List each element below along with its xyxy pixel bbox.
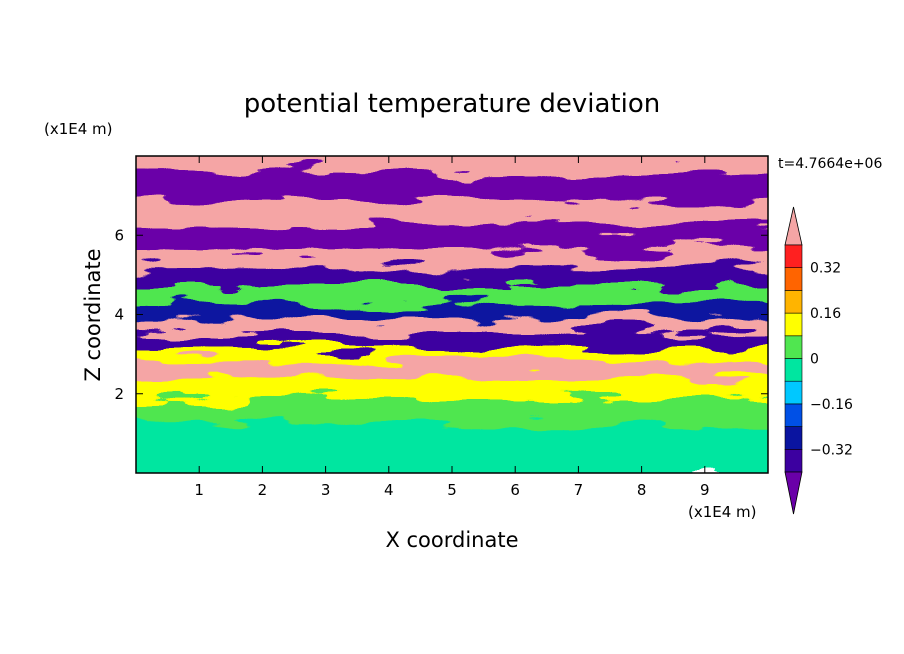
y-axis-label: Z coordinate [81, 248, 105, 381]
colorbar-box [784, 267, 803, 291]
colorbar-tick-label: 0.32 [810, 261, 841, 277]
y-tick-label: 6 [114, 226, 124, 244]
colorbar-box [784, 244, 803, 269]
colorbar-box [784, 290, 803, 314]
x-axis: 1 2 3 4 5 6 7 8 9 [194, 156, 710, 499]
y-axis: 2 4 6 [114, 226, 768, 403]
colorbar-bottom-arrow [784, 471, 803, 515]
x-tick-label: 2 [258, 481, 268, 499]
colorbar-box [784, 312, 803, 337]
chart-title: potential temperature deviation [244, 89, 660, 119]
heatmap-field [136, 156, 768, 473]
y-tick-label: 4 [114, 306, 124, 324]
x-tick-label: 4 [384, 481, 394, 499]
x-tick-label: 9 [700, 481, 710, 499]
colorbar-box [784, 335, 803, 359]
x-tick-label: 6 [510, 481, 520, 499]
x-tick-label: 5 [447, 481, 457, 499]
x-tick-label: 3 [321, 481, 331, 499]
colorbar-tick-label: −0.16 [810, 397, 853, 413]
x-units-label: (x1E4 m) [688, 503, 757, 521]
heatmap-band [136, 424, 768, 473]
heatmap-layers [136, 156, 768, 473]
time-label: t=4.7664e+06 [778, 156, 882, 172]
colorbar-top-arrow [784, 206, 803, 246]
colorbar-box [784, 403, 803, 427]
y-units-label: (x1E4 m) [44, 120, 113, 138]
y-tick-label: 2 [114, 385, 124, 403]
colorbar-tick-label: 0.16 [810, 306, 841, 322]
colorbar-box [784, 426, 803, 450]
x-tick-label: 7 [574, 481, 584, 499]
x-axis-label: X coordinate [385, 528, 518, 552]
colorbar-tick-label: −0.32 [810, 442, 853, 458]
colorbar-box [784, 448, 803, 473]
colorbar: 0.32 0.16 0 −0.16 −0.32 [784, 206, 853, 515]
x-tick-label: 8 [637, 481, 647, 499]
x-tick-label: 1 [194, 481, 204, 499]
colorbar-box [784, 380, 803, 405]
colorbar-box [784, 358, 803, 382]
colorbar-tick-label: 0 [810, 352, 819, 368]
